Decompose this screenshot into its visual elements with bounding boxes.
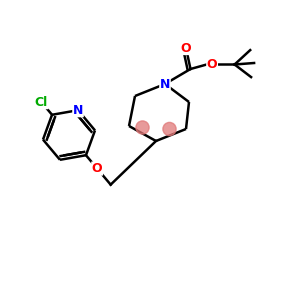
Text: O: O: [207, 58, 218, 71]
Text: O: O: [181, 41, 191, 55]
Text: N: N: [73, 104, 83, 117]
Text: N: N: [160, 77, 170, 91]
Text: O: O: [92, 162, 103, 175]
Text: Cl: Cl: [35, 96, 48, 109]
Circle shape: [136, 121, 149, 134]
Circle shape: [163, 122, 176, 136]
